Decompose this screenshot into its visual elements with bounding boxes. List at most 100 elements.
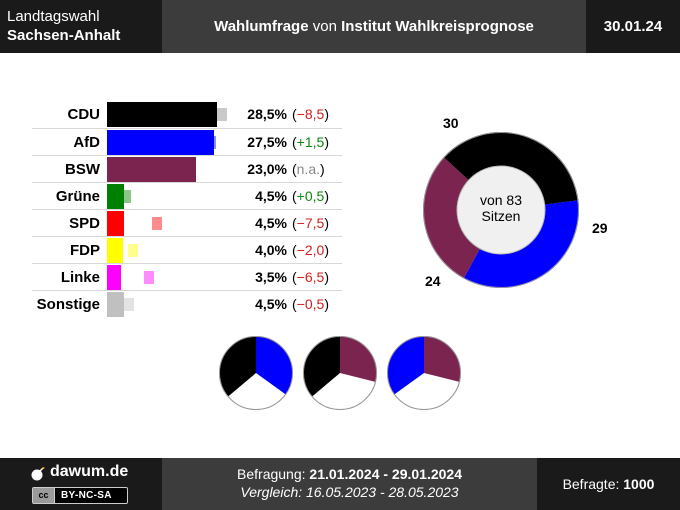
poll-date: 30.01.24 [586,0,680,53]
coalition-slice-afd [256,336,293,395]
party-row-linke: Linke 3,5% (−6,5) [32,263,342,290]
bar-track [107,130,232,155]
bar-track [107,211,232,236]
party-change: (−7,5) [292,215,329,231]
previous-marker-sonstige [124,298,134,311]
survey-label: Befragung: [237,466,310,482]
survey-dates: 21.01.2024 - 29.01.2024 [309,466,462,482]
donut-hole [456,165,546,255]
party-name: Grüne [55,188,100,205]
bar-grüne [107,184,124,209]
footer-brand-panel: dawum.de cc BY-NC-SA [0,458,162,510]
party-value: 27,5% [247,134,287,150]
bar-track [107,238,232,263]
election-type: Landtagswahl [7,8,100,25]
previous-marker-fdp [128,244,138,257]
creative-commons-icon: cc [33,488,55,503]
party-name: Linke [60,269,100,286]
donut-center-unit: Sitzen [481,208,521,224]
header: Landtagswahl Sachsen-Anhalt Wahlumfrage … [0,0,680,53]
party-row-afd: AfD 27,5% (+1,5) [32,128,342,155]
footer: dawum.de cc BY-NC-SA Befragung: 21.01.20… [0,458,680,510]
party-row-bsw: BSW 23,0% (n.a.) [32,155,342,182]
party-change: (+0,5) [292,188,329,204]
party-value: 4,5% [255,215,287,231]
coalition-pie-cdu-bsw [303,336,377,410]
respondents-panel: Befragte: 1000 [537,458,680,510]
coalition-pie-afd-bsw [387,336,461,410]
party-change: (−0,5) [292,296,329,312]
brand-name[interactable]: dawum.de [50,463,129,480]
previous-marker-cdu [217,108,227,121]
party-change: (−6,5) [292,269,329,285]
party-name: SPD [69,215,100,232]
party-name: Sonstige [36,296,100,313]
donut-slice-afd [463,200,579,288]
donut-outline [423,132,579,288]
party-change: (−2,0) [292,242,329,258]
party-name: AfD [73,134,100,151]
poll-connector: von [308,18,342,35]
poll-label: Wahlumfrage [214,18,309,35]
bar-track [107,265,232,290]
bar-cdu [107,102,217,127]
party-name: BSW [65,161,100,178]
party-change: (−8,5) [292,106,329,122]
party-change: (n.a.) [292,161,325,177]
coalition-pie-outline [219,336,293,410]
bar-fdp [107,238,123,263]
coalition-slice-cdu [219,336,256,397]
previous-marker-spd [152,217,162,230]
seat-donut-chart [423,132,579,288]
license-badge[interactable]: cc BY-NC-SA [32,487,128,504]
seat-label-bsw: 24 [425,273,441,289]
party-row-cdu: CDU 28,5% (−8,5) [32,101,342,128]
license-text: BY-NC-SA [61,490,112,501]
donut-center-total: von 83 [479,192,523,208]
bar-track [107,102,232,127]
compare-period: Vergleich: 16.05.2023 - 28.05.2023 [162,483,537,502]
bomb-logo-icon [31,467,45,481]
previous-marker-afd [206,136,216,149]
party-change: (+1,5) [292,134,329,150]
results-bar-chart: CDU 28,5% (−8,5) AfD 27,5% (+1,5) BSW 23,0% (n.a… [32,101,342,317]
bar-linke [107,265,121,290]
party-row-sonstige: Sonstige 4,5% (−0,5) [32,290,342,317]
poll-institute: Institut Wahlkreisprognose [341,18,534,35]
party-row-fdp: FDP 4,0% (−2,0) [32,236,342,263]
compare-label: Vergleich: [240,484,307,500]
previous-marker-grüne [121,190,131,203]
respondents-count: 1000 [623,476,655,492]
respondents-label: Befragte: [562,476,624,492]
coalition-slice-afd [387,336,424,395]
party-row-grüne: Grüne 4,5% (+0,5) [32,182,342,209]
coalition-pie-cdu-afd [219,336,293,410]
election-region: Sachsen-Anhalt [7,27,121,44]
survey-period-panel: Befragung: 21.01.2024 - 29.01.2024 Vergl… [162,458,537,510]
party-row-spd: SPD 4,5% (−7,5) [32,209,342,236]
bar-bsw [107,157,196,182]
bar-track [107,157,232,182]
party-value: 4,5% [255,296,287,312]
bar-track [107,184,232,209]
bar-afd [107,130,214,155]
coalition-slice-cdu [303,336,340,397]
seat-label-afd: 29 [592,220,608,236]
coalition-pie-outline [387,336,461,410]
party-value: 23,0% [247,161,287,177]
party-name: CDU [67,106,101,123]
donut-slice-cdu [443,132,579,205]
compare-dates: 16.05.2023 - 28.05.2023 [306,484,459,500]
coalition-slice-bsw [340,336,377,382]
bar-track [107,292,232,317]
party-value: 4,0% [255,242,287,258]
donut-slice-bsw [423,157,480,279]
coalition-slice-bsw [424,336,461,382]
seat-label-cdu: 30 [443,115,459,131]
previous-marker-linke [144,271,154,284]
survey-period: Befragung: 21.01.2024 - 29.01.2024 [162,466,537,483]
party-value: 3,5% [255,269,287,285]
party-value: 28,5% [247,106,287,122]
poll-title: Wahlumfrage von Institut Wahlkreisprogno… [162,0,586,53]
bar-sonstige [107,292,124,317]
